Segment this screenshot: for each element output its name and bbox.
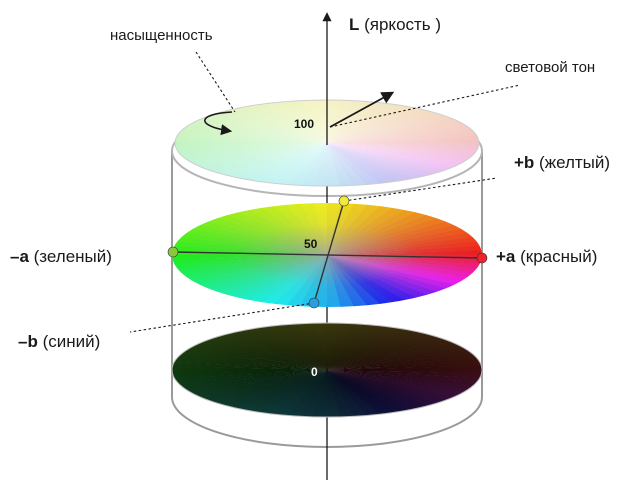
red-point [476, 252, 488, 264]
hue-arrow [329, 91, 395, 128]
blue-point [308, 297, 320, 309]
level-100-label: 100 [294, 117, 314, 131]
b-axis [313, 200, 345, 304]
minus-a-label: –a (зеленый) [10, 247, 112, 266]
disc-l50 [172, 203, 482, 307]
disc-l0 [171, 322, 483, 418]
minus-b-label: –b (синий) [18, 332, 100, 351]
level-0-label: 0 [311, 365, 318, 379]
leader-lines [129, 51, 521, 333]
plus-b-label: +b (желтый) [514, 153, 610, 172]
saturation-label: насыщенность [110, 27, 213, 44]
green-point [167, 246, 179, 258]
level-50-label: 50 [304, 237, 318, 251]
yellow-point [338, 195, 350, 207]
plus-a-label: +a (красный) [496, 247, 597, 266]
hue-label: световой тон [505, 59, 595, 76]
saturation-arrow [203, 111, 233, 136]
l-axis-label: L (яркость ) [349, 15, 441, 34]
